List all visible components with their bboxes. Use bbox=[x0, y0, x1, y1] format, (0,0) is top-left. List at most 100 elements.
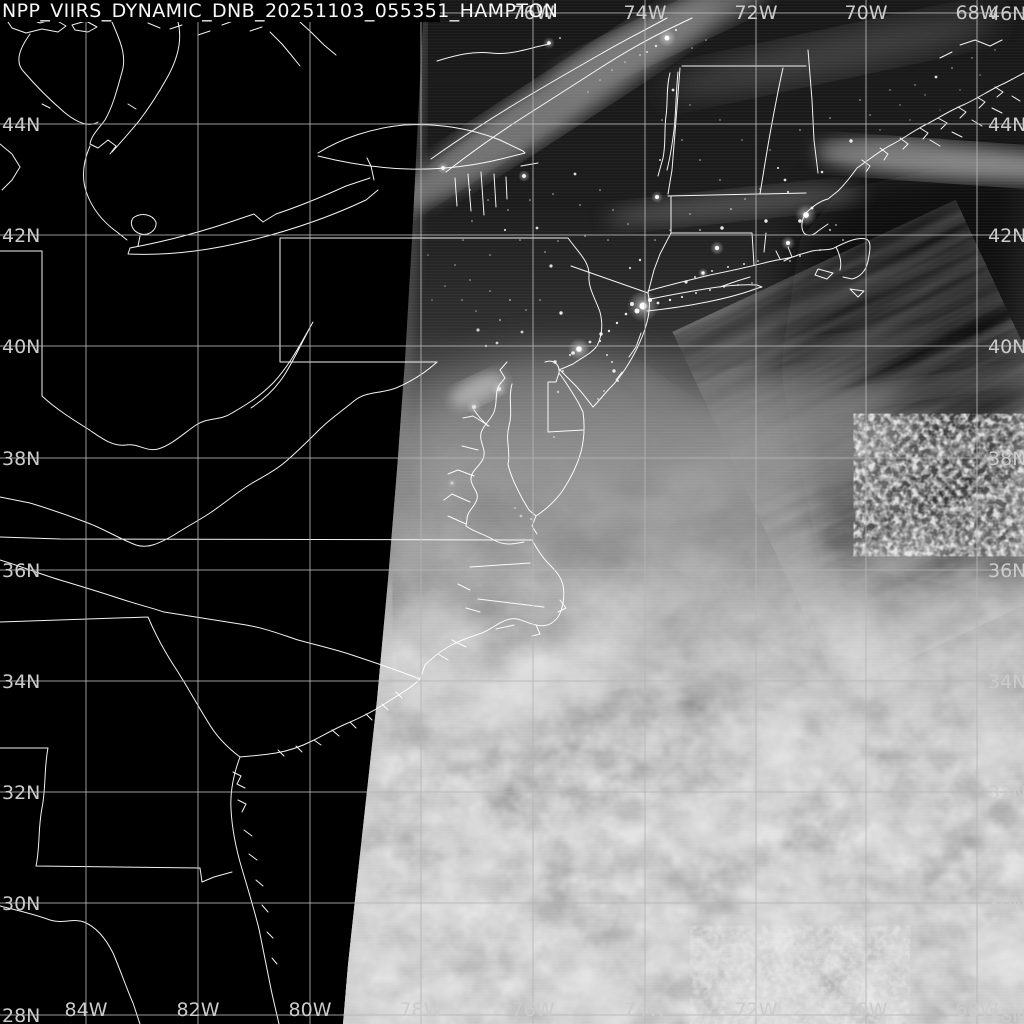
city-light bbox=[576, 346, 582, 352]
grid-label-left-42N: 42N bbox=[2, 225, 40, 247]
city-light bbox=[680, 295, 684, 299]
city-light bbox=[786, 241, 790, 245]
city-light bbox=[639, 54, 641, 56]
grid-label-left-40N: 40N bbox=[2, 336, 40, 358]
city-light bbox=[461, 299, 463, 301]
city-light bbox=[869, 114, 871, 116]
city-light bbox=[444, 285, 446, 287]
city-light bbox=[786, 190, 790, 194]
southeast-borders-coast bbox=[0, 611, 421, 1024]
city-light bbox=[899, 104, 901, 106]
city-light bbox=[627, 223, 629, 225]
grid-label-top-72W: 72W bbox=[735, 2, 778, 24]
city-light bbox=[568, 353, 572, 357]
city-light bbox=[689, 213, 691, 215]
city-light bbox=[879, 129, 881, 131]
grid-label-left-28N: 28N bbox=[2, 1005, 40, 1024]
city-light bbox=[535, 226, 539, 230]
city-light bbox=[664, 35, 670, 41]
city-light bbox=[587, 91, 589, 93]
new-england-borders-coast bbox=[647, 65, 871, 298]
grid-label-bottom-72W: 72W bbox=[735, 999, 778, 1021]
city-light bbox=[427, 254, 429, 256]
city-light bbox=[630, 302, 634, 306]
city-light bbox=[656, 301, 660, 305]
city-light bbox=[959, 89, 961, 91]
city-light bbox=[711, 270, 713, 272]
city-light-glow bbox=[447, 478, 457, 488]
city-light bbox=[611, 361, 613, 363]
city-light bbox=[514, 507, 516, 509]
city-light bbox=[559, 311, 563, 315]
image-title: NPP_VIIRS_DYNAMIC_DNB_20251103_055351_HA… bbox=[2, 0, 558, 22]
grid-label-left-32N: 32N bbox=[2, 782, 40, 804]
city-light bbox=[499, 319, 501, 321]
city-light bbox=[659, 159, 661, 161]
city-light bbox=[909, 119, 911, 121]
city-light bbox=[705, 39, 707, 41]
city-light bbox=[789, 260, 791, 262]
grid-label-top-74W: 74W bbox=[624, 2, 667, 24]
city-light bbox=[715, 246, 719, 250]
city-light bbox=[624, 312, 628, 316]
grid-label-right-46N: 46N bbox=[988, 3, 1024, 25]
city-light bbox=[469, 279, 471, 281]
city-light bbox=[606, 354, 608, 356]
city-light bbox=[727, 266, 729, 268]
title-background bbox=[0, 0, 440, 22]
city-light bbox=[495, 341, 499, 345]
great-lakes-outline bbox=[0, 16, 679, 255]
grid-label-bottom-68W: 68W bbox=[956, 999, 999, 1021]
city-light bbox=[835, 224, 837, 226]
grid-label-top-70W: 70W bbox=[845, 2, 888, 24]
city-light bbox=[695, 292, 697, 294]
city-light bbox=[939, 109, 941, 111]
city-light bbox=[611, 69, 613, 71]
city-light bbox=[584, 235, 586, 237]
city-light bbox=[691, 47, 693, 49]
city-light bbox=[603, 390, 605, 392]
city-light bbox=[519, 514, 523, 518]
city-light bbox=[507, 209, 509, 211]
city-light bbox=[701, 271, 705, 275]
city-light bbox=[556, 390, 560, 394]
city-light bbox=[454, 264, 456, 266]
city-light bbox=[624, 61, 626, 63]
city-light bbox=[689, 104, 691, 106]
grid-label-right-28N: 28N bbox=[988, 1005, 1024, 1024]
city-light bbox=[743, 263, 745, 265]
city-light bbox=[694, 276, 696, 278]
grid-label-right-32N: 32N bbox=[988, 782, 1024, 804]
city-light bbox=[612, 369, 616, 373]
city-light bbox=[699, 229, 701, 231]
city-light bbox=[669, 229, 671, 231]
grid-label-right-44N: 44N bbox=[988, 114, 1024, 136]
grid-label-right-42N: 42N bbox=[988, 225, 1024, 247]
city-light bbox=[979, 74, 981, 76]
city-light bbox=[744, 198, 746, 200]
city-light bbox=[522, 174, 526, 178]
city-light bbox=[720, 226, 724, 230]
grid-label-left-36N: 36N bbox=[2, 560, 40, 582]
city-light bbox=[709, 289, 711, 291]
city-light bbox=[914, 84, 916, 86]
city-light bbox=[503, 228, 507, 232]
city-light bbox=[571, 351, 575, 355]
city-light bbox=[607, 239, 609, 241]
grid-label-right-40N: 40N bbox=[988, 336, 1024, 358]
city-light bbox=[519, 239, 521, 241]
city-light bbox=[509, 299, 511, 301]
grid-label-bottom-74W: 74W bbox=[624, 999, 667, 1021]
city-light bbox=[776, 166, 780, 170]
image-title-bar: NPP_VIIRS_DYNAMIC_DNB_20251103_055351_HA… bbox=[0, 0, 558, 22]
city-light bbox=[783, 178, 787, 182]
city-light bbox=[559, 37, 561, 39]
new-jersey-long-island bbox=[558, 237, 763, 408]
city-lights-layer bbox=[427, 28, 996, 521]
city-light bbox=[529, 199, 531, 201]
city-light bbox=[934, 75, 938, 79]
city-light bbox=[751, 282, 753, 284]
maine-coast bbox=[807, 39, 1024, 192]
city-light bbox=[634, 308, 640, 314]
